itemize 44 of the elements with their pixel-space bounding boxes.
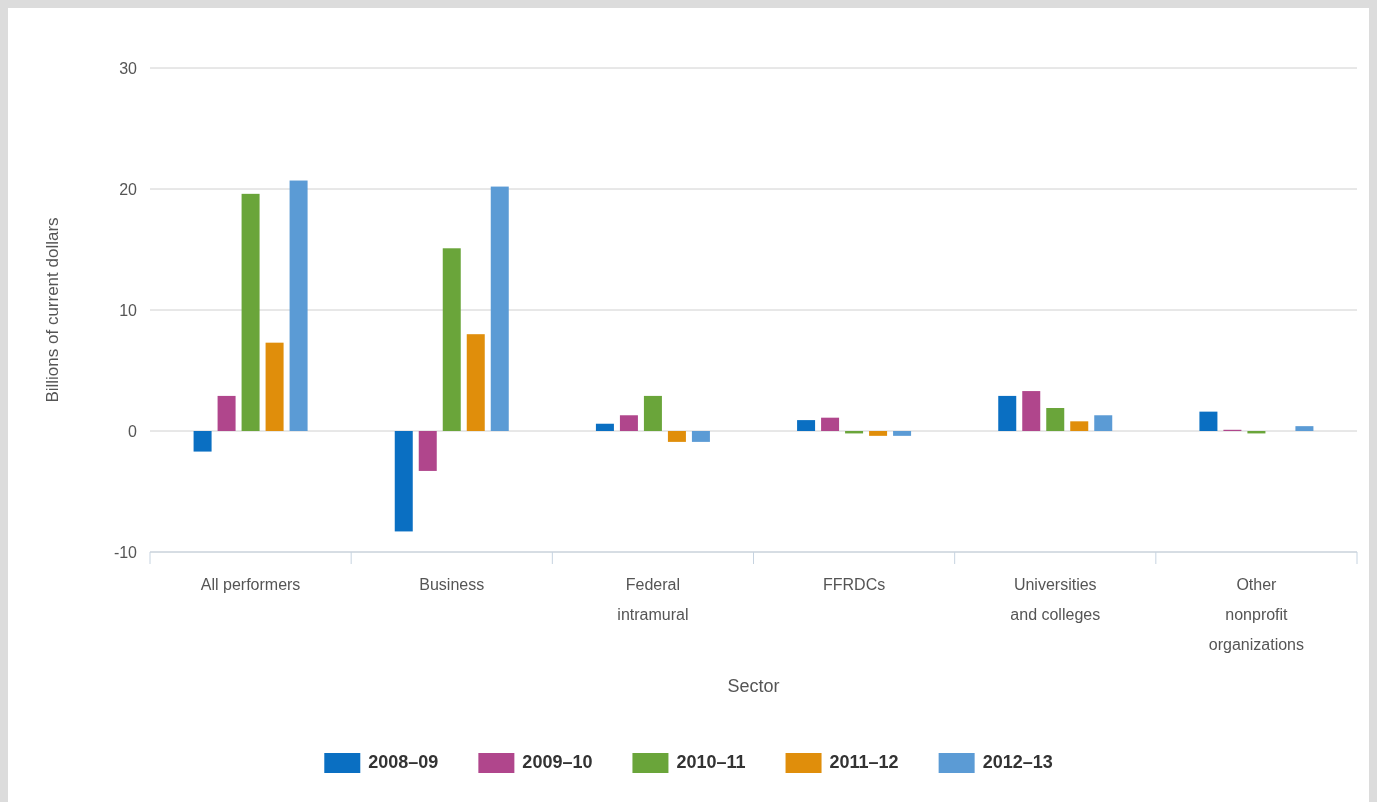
x-tick-label: FFRDCs [822,576,886,593]
bar [893,431,912,436]
bar [691,431,710,442]
x-tick-label: Federal intramural [617,576,689,623]
x-tick-label: Universities and colleges [1010,576,1101,623]
y-tick-label: -10 [113,543,138,561]
legend-label: 2008–09 [368,752,439,772]
bar [1094,415,1113,431]
bar [193,431,212,452]
y-tick-label: 0 [128,422,138,440]
bar [394,431,413,532]
y-tick-label: 20 [119,180,138,198]
y-axis-title: Billions of current dollars [43,217,62,403]
bar [797,420,816,431]
bar [619,415,638,431]
x-tick-label: Business [419,576,485,593]
legend-label: 2012–13 [982,752,1053,772]
bar [265,342,284,431]
bar [869,431,888,436]
bar [595,423,614,431]
bar [1070,421,1089,431]
bar [241,193,260,431]
bar [1199,411,1218,431]
y-tick-label: 30 [119,59,138,77]
bar [821,417,840,431]
bar [442,248,461,431]
legend-label: 2009–10 [522,752,593,772]
legend-label: 2011–12 [829,752,899,772]
bar [667,431,686,442]
bar [418,431,437,471]
bar [466,334,485,431]
bar [289,180,308,431]
bar [490,186,509,431]
legend-label: 2010–11 [676,752,746,772]
x-axis-title: Sector [727,676,780,696]
bar [1022,391,1041,431]
bar [643,395,662,431]
x-tick-label: All performers [200,576,301,593]
bar [998,395,1017,431]
bar [1295,426,1314,431]
bar [1046,408,1065,431]
y-tick-label: 10 [119,301,138,319]
x-tick-label: Other nonprofit organizations [1208,576,1304,653]
bar [217,395,236,431]
